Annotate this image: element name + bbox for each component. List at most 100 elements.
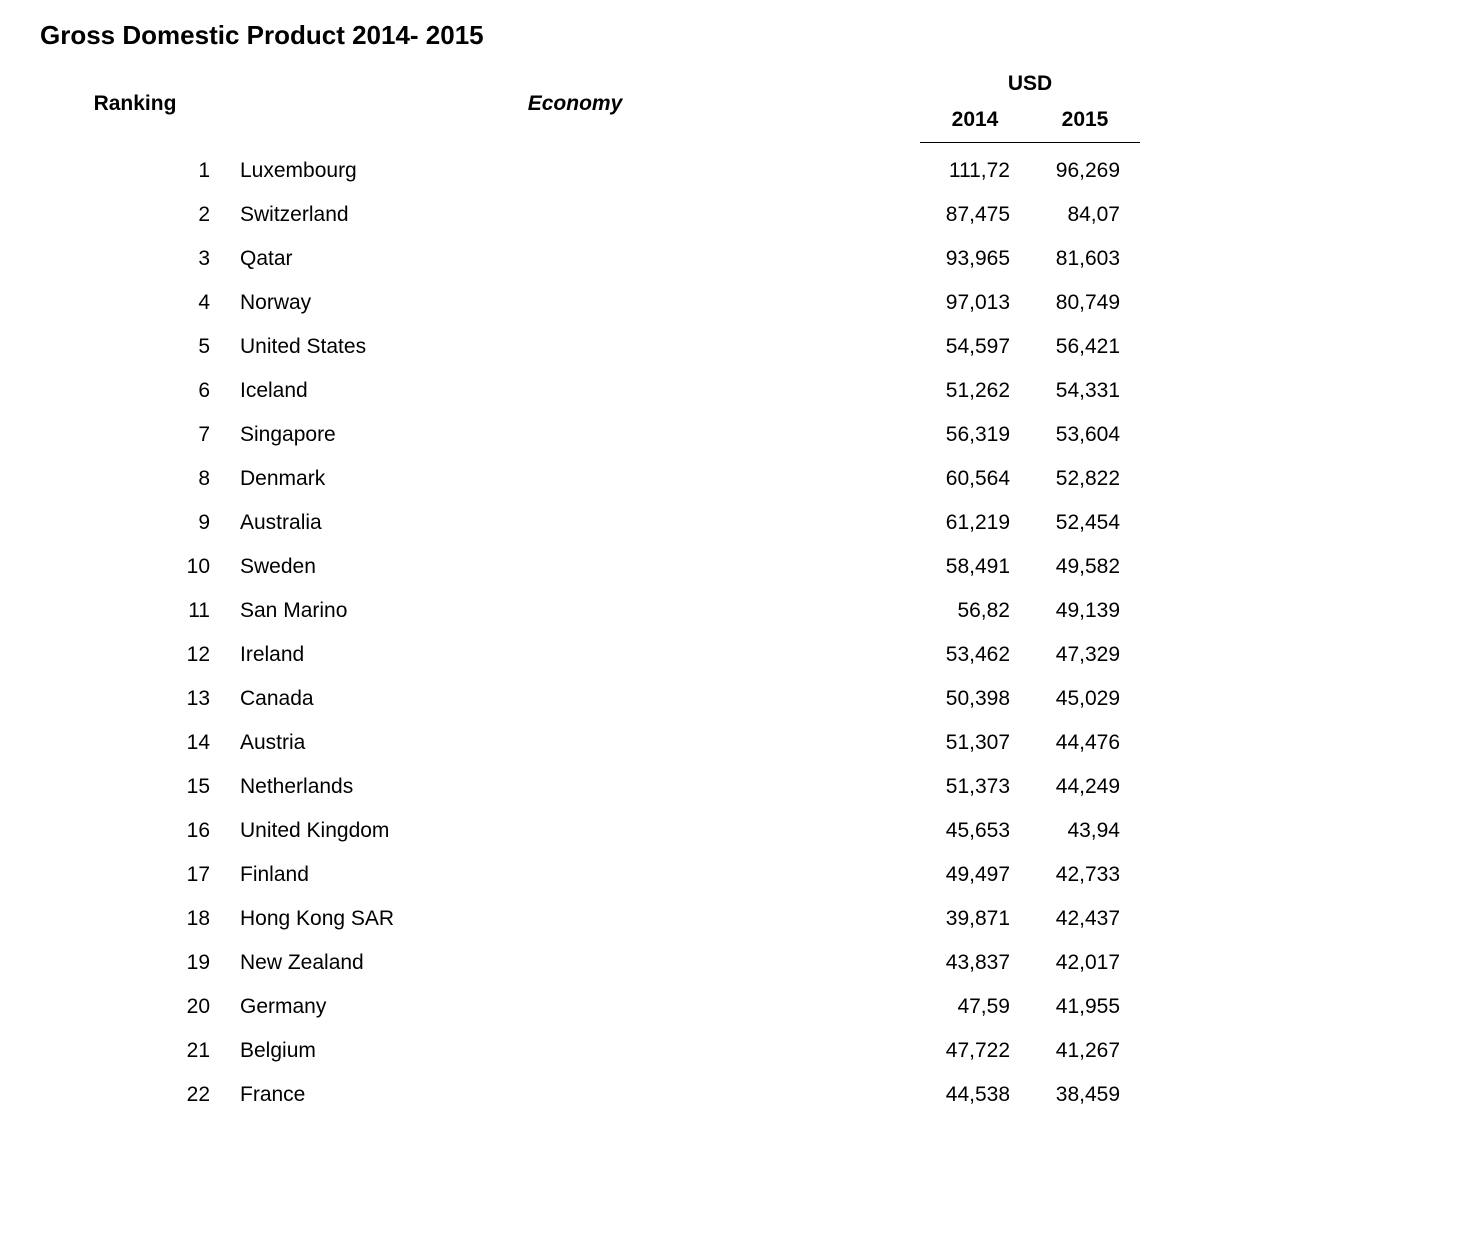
rank-cell: 19 bbox=[40, 941, 230, 985]
value-2015-cell: 96,269 bbox=[1030, 143, 1140, 194]
table-row: 18Hong Kong SAR39,87142,437 bbox=[40, 897, 1140, 941]
economy-cell: Norway bbox=[230, 281, 920, 325]
value-2014-cell: 87,475 bbox=[920, 193, 1030, 237]
value-2014-cell: 58,491 bbox=[920, 545, 1030, 589]
value-2014-cell: 97,013 bbox=[920, 281, 1030, 325]
value-2015-cell: 56,421 bbox=[1030, 325, 1140, 369]
value-2014-cell: 47,722 bbox=[920, 1029, 1030, 1073]
value-2015-cell: 44,476 bbox=[1030, 721, 1140, 765]
rank-cell: 18 bbox=[40, 897, 230, 941]
rank-cell: 20 bbox=[40, 985, 230, 1029]
rank-cell: 9 bbox=[40, 501, 230, 545]
table-row: 19New Zealand43,83742,017 bbox=[40, 941, 1140, 985]
value-2015-cell: 47,329 bbox=[1030, 633, 1140, 677]
rank-cell: 6 bbox=[40, 369, 230, 413]
economy-cell: Germany bbox=[230, 985, 920, 1029]
value-2014-cell: 61,219 bbox=[920, 501, 1030, 545]
value-2014-cell: 44,538 bbox=[920, 1073, 1030, 1117]
value-2015-cell: 49,139 bbox=[1030, 589, 1140, 633]
header-year-2014: 2014 bbox=[920, 102, 1030, 143]
value-2015-cell: 52,454 bbox=[1030, 501, 1140, 545]
header-year-2015: 2015 bbox=[1030, 102, 1140, 143]
economy-cell: Belgium bbox=[230, 1029, 920, 1073]
table-row: 10Sweden58,49149,582 bbox=[40, 545, 1140, 589]
economy-cell: Canada bbox=[230, 677, 920, 721]
page-title: Gross Domestic Product 2014- 2015 bbox=[40, 20, 1436, 51]
value-2015-cell: 43,94 bbox=[1030, 809, 1140, 853]
value-2015-cell: 49,582 bbox=[1030, 545, 1140, 589]
table-body: 1Luxembourg111,7296,2692Switzerland87,47… bbox=[40, 143, 1140, 1118]
header-ranking: Ranking bbox=[40, 66, 230, 143]
value-2015-cell: 45,029 bbox=[1030, 677, 1140, 721]
table-row: 16United Kingdom45,65343,94 bbox=[40, 809, 1140, 853]
rank-cell: 22 bbox=[40, 1073, 230, 1117]
rank-cell: 17 bbox=[40, 853, 230, 897]
rank-cell: 7 bbox=[40, 413, 230, 457]
table-row: 4Norway97,01380,749 bbox=[40, 281, 1140, 325]
rank-cell: 21 bbox=[40, 1029, 230, 1073]
table-row: 15Netherlands51,37344,249 bbox=[40, 765, 1140, 809]
table-row: 17Finland49,49742,733 bbox=[40, 853, 1140, 897]
rank-cell: 13 bbox=[40, 677, 230, 721]
value-2015-cell: 42,437 bbox=[1030, 897, 1140, 941]
economy-cell: Singapore bbox=[230, 413, 920, 457]
table-row: 14Austria51,30744,476 bbox=[40, 721, 1140, 765]
rank-cell: 8 bbox=[40, 457, 230, 501]
value-2014-cell: 45,653 bbox=[920, 809, 1030, 853]
rank-cell: 5 bbox=[40, 325, 230, 369]
gdp-table: Ranking Economy USD 2014 2015 1Luxembour… bbox=[40, 66, 1140, 1117]
value-2015-cell: 81,603 bbox=[1030, 237, 1140, 281]
economy-cell: Iceland bbox=[230, 369, 920, 413]
header-usd: USD bbox=[920, 66, 1140, 102]
rank-cell: 10 bbox=[40, 545, 230, 589]
value-2015-cell: 53,604 bbox=[1030, 413, 1140, 457]
value-2015-cell: 80,749 bbox=[1030, 281, 1140, 325]
value-2015-cell: 84,07 bbox=[1030, 193, 1140, 237]
value-2014-cell: 51,307 bbox=[920, 721, 1030, 765]
value-2014-cell: 50,398 bbox=[920, 677, 1030, 721]
value-2015-cell: 42,733 bbox=[1030, 853, 1140, 897]
economy-cell: Hong Kong SAR bbox=[230, 897, 920, 941]
value-2015-cell: 54,331 bbox=[1030, 369, 1140, 413]
value-2014-cell: 54,597 bbox=[920, 325, 1030, 369]
value-2014-cell: 53,462 bbox=[920, 633, 1030, 677]
value-2014-cell: 111,72 bbox=[920, 143, 1030, 194]
economy-cell: United States bbox=[230, 325, 920, 369]
table-row: 11San Marino56,8249,139 bbox=[40, 589, 1140, 633]
table-row: 21Belgium47,72241,267 bbox=[40, 1029, 1140, 1073]
value-2014-cell: 51,373 bbox=[920, 765, 1030, 809]
economy-cell: Finland bbox=[230, 853, 920, 897]
economy-cell: Switzerland bbox=[230, 193, 920, 237]
economy-cell: Qatar bbox=[230, 237, 920, 281]
table-row: 1Luxembourg111,7296,269 bbox=[40, 143, 1140, 194]
value-2014-cell: 43,837 bbox=[920, 941, 1030, 985]
economy-cell: San Marino bbox=[230, 589, 920, 633]
economy-cell: New Zealand bbox=[230, 941, 920, 985]
rank-cell: 1 bbox=[40, 143, 230, 194]
table-row: 3Qatar93,96581,603 bbox=[40, 237, 1140, 281]
economy-cell: Austria bbox=[230, 721, 920, 765]
table-row: 20Germany47,5941,955 bbox=[40, 985, 1140, 1029]
table-row: 7Singapore56,31953,604 bbox=[40, 413, 1140, 457]
table-row: 5United States54,59756,421 bbox=[40, 325, 1140, 369]
rank-cell: 11 bbox=[40, 589, 230, 633]
value-2015-cell: 41,955 bbox=[1030, 985, 1140, 1029]
value-2015-cell: 44,249 bbox=[1030, 765, 1140, 809]
value-2014-cell: 49,497 bbox=[920, 853, 1030, 897]
economy-cell: Luxembourg bbox=[230, 143, 920, 194]
value-2015-cell: 42,017 bbox=[1030, 941, 1140, 985]
rank-cell: 14 bbox=[40, 721, 230, 765]
value-2014-cell: 47,59 bbox=[920, 985, 1030, 1029]
economy-cell: Netherlands bbox=[230, 765, 920, 809]
economy-cell: Sweden bbox=[230, 545, 920, 589]
value-2014-cell: 56,319 bbox=[920, 413, 1030, 457]
economy-cell: Australia bbox=[230, 501, 920, 545]
rank-cell: 15 bbox=[40, 765, 230, 809]
table-row: 2Switzerland87,47584,07 bbox=[40, 193, 1140, 237]
table-row: 9Australia61,21952,454 bbox=[40, 501, 1140, 545]
value-2015-cell: 41,267 bbox=[1030, 1029, 1140, 1073]
value-2014-cell: 51,262 bbox=[920, 369, 1030, 413]
rank-cell: 3 bbox=[40, 237, 230, 281]
rank-cell: 12 bbox=[40, 633, 230, 677]
value-2014-cell: 39,871 bbox=[920, 897, 1030, 941]
